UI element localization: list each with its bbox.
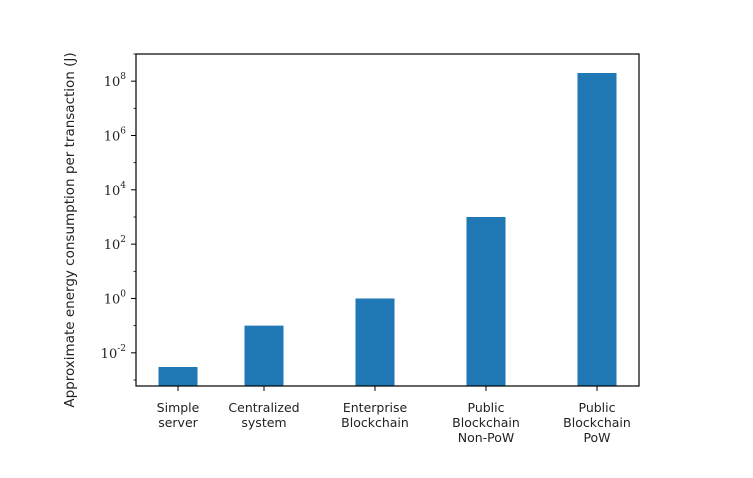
bar-3: [466, 216, 506, 386]
plot-frame: [135, 53, 640, 387]
y-tick-label: 104: [104, 181, 127, 199]
x-category-label: Public Blockchain PoW: [563, 400, 631, 445]
y-tick-label: 102: [104, 235, 126, 253]
y-axis-label: Approximate energy consumption per trans…: [62, 52, 78, 407]
y-tick-label: 106: [104, 126, 127, 144]
x-category-label: Centralized system: [228, 400, 299, 430]
y-tick-label: 108: [104, 72, 127, 90]
y-tick-label: 10-2: [101, 344, 126, 362]
bar-2: [355, 298, 395, 386]
bar-0: [158, 367, 198, 386]
x-category-label: Enterprise Blockchain: [341, 400, 409, 430]
x-category-label: Public Blockchain Non-PoW: [452, 400, 520, 445]
y-tick-label: 100: [104, 289, 127, 307]
x-axis-ticks: Simple server Centralized system Enterprise B…: [157, 386, 631, 445]
bars-group: [158, 72, 617, 386]
bar-4: [577, 72, 617, 386]
x-category-label: Simple server: [157, 400, 200, 430]
bar-1: [244, 325, 284, 386]
y-axis-ticks: 10-2 100 102 104 106 108: [101, 53, 136, 381]
